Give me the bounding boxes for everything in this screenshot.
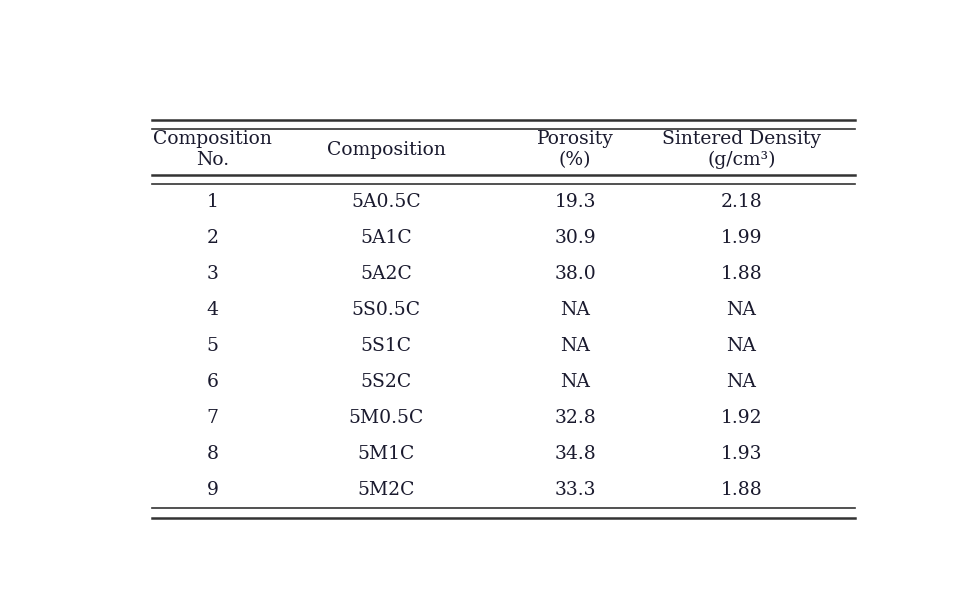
Text: Composition: Composition: [327, 141, 446, 159]
Text: 1.93: 1.93: [721, 445, 762, 463]
Text: Composition
No.: Composition No.: [153, 130, 272, 169]
Text: 5A2C: 5A2C: [361, 265, 412, 284]
Text: 30.9: 30.9: [555, 229, 596, 247]
Text: NA: NA: [726, 337, 757, 355]
Text: NA: NA: [726, 373, 757, 391]
Text: 5S1C: 5S1C: [361, 337, 411, 355]
Text: 5S2C: 5S2C: [361, 373, 412, 391]
Text: 1.88: 1.88: [721, 481, 762, 499]
Text: 2: 2: [207, 229, 218, 247]
Text: NA: NA: [726, 301, 757, 319]
Text: Porosity
(%): Porosity (%): [537, 130, 613, 169]
Text: 5M0.5C: 5M0.5C: [349, 410, 424, 427]
Text: 5M1C: 5M1C: [358, 445, 415, 463]
Text: 1.88: 1.88: [721, 265, 762, 284]
Text: NA: NA: [561, 373, 590, 391]
Text: 1.92: 1.92: [721, 410, 762, 427]
Text: 34.8: 34.8: [555, 445, 596, 463]
Text: 6: 6: [207, 373, 218, 391]
Text: 5M2C: 5M2C: [358, 481, 415, 499]
Text: 33.3: 33.3: [555, 481, 596, 499]
Text: 32.8: 32.8: [555, 410, 596, 427]
Text: 7: 7: [207, 410, 218, 427]
Text: 1.99: 1.99: [721, 229, 762, 247]
Text: 1: 1: [207, 193, 218, 211]
Text: 3: 3: [207, 265, 218, 284]
Text: 8: 8: [207, 445, 218, 463]
Text: NA: NA: [561, 301, 590, 319]
Text: 4: 4: [207, 301, 218, 319]
Text: 5A1C: 5A1C: [361, 229, 412, 247]
Text: 38.0: 38.0: [555, 265, 596, 284]
Text: 5S0.5C: 5S0.5C: [352, 301, 421, 319]
Text: 5: 5: [207, 337, 218, 355]
Text: 5A0.5C: 5A0.5C: [351, 193, 421, 211]
Text: Sintered Density
(g/cm³): Sintered Density (g/cm³): [662, 130, 821, 170]
Text: 2.18: 2.18: [721, 193, 762, 211]
Text: 9: 9: [207, 481, 218, 499]
Text: NA: NA: [561, 337, 590, 355]
Text: 19.3: 19.3: [555, 193, 596, 211]
